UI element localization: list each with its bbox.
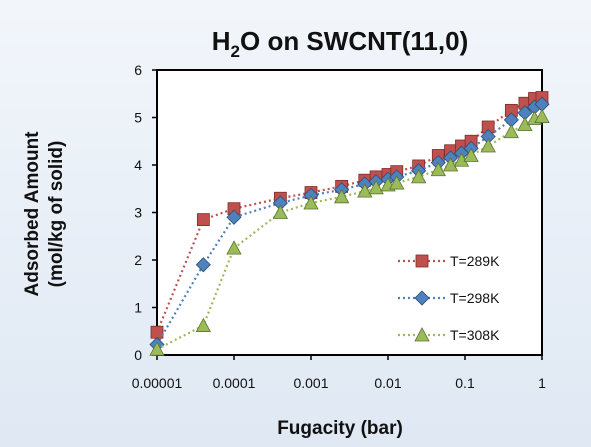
legend-item: T=298K <box>398 290 500 306</box>
legend-marker <box>415 254 429 268</box>
x-axis-title: Fugacity (bar) <box>277 418 403 439</box>
y-tick-label: 0 <box>134 347 142 363</box>
legend-label: T=298K <box>450 290 500 306</box>
data-point <box>503 123 520 139</box>
data-point <box>368 179 384 195</box>
data-point <box>303 195 319 210</box>
legend-marker <box>414 327 430 342</box>
plot-background <box>157 70 542 355</box>
data-point <box>410 169 427 184</box>
legend-label: T=289K <box>450 253 500 269</box>
y-axis-title-line-2: (mol/kg of solid) <box>46 141 67 288</box>
data-point <box>149 341 165 356</box>
x-tick-label: 0.01 <box>374 375 401 391</box>
data-point <box>226 209 242 225</box>
legend: T=289K T=298K T=308K <box>398 253 500 343</box>
plot-area: 0 1 2 3 4 5 6 0.00001 0.0001 0.001 0.01 0.1 1 <box>132 62 550 391</box>
data-point <box>150 325 164 339</box>
data-point <box>333 188 350 204</box>
y-axis-title-line-1: Adsorbed Amount <box>22 131 43 297</box>
y-tick-label: 4 <box>134 157 142 173</box>
legend-item: T=289K <box>398 253 500 269</box>
y-tick-label: 2 <box>134 252 142 268</box>
x-tick-label: 0.001 <box>293 375 328 391</box>
data-point <box>534 108 550 123</box>
legend-label: T=308K <box>450 327 500 343</box>
x-tick-label: 0.00001 <box>132 375 183 391</box>
data-point <box>389 175 405 190</box>
data-point <box>430 161 446 177</box>
x-tick-label: 1 <box>538 375 546 391</box>
x-tick-label: 0.1 <box>455 375 475 391</box>
data-point <box>226 240 242 255</box>
y-tick-label: 3 <box>134 205 142 221</box>
series-2 <box>149 108 550 356</box>
data-point <box>480 138 496 153</box>
data-point <box>195 317 212 332</box>
data-point <box>357 183 373 198</box>
data-point <box>195 257 211 273</box>
y-tick-label: 6 <box>134 62 142 78</box>
y-tick-label: 1 <box>134 300 142 316</box>
y-tick-label: 5 <box>134 110 142 126</box>
x-tick-label: 0.0001 <box>213 375 256 391</box>
legend-item: T=308K <box>398 327 500 343</box>
data-point <box>196 213 210 227</box>
legend-marker <box>414 290 430 306</box>
data-point <box>442 157 459 172</box>
chart-title: H2O on SWCNT(11,0) <box>212 26 469 61</box>
data-point <box>272 204 289 219</box>
data-point <box>463 147 479 162</box>
